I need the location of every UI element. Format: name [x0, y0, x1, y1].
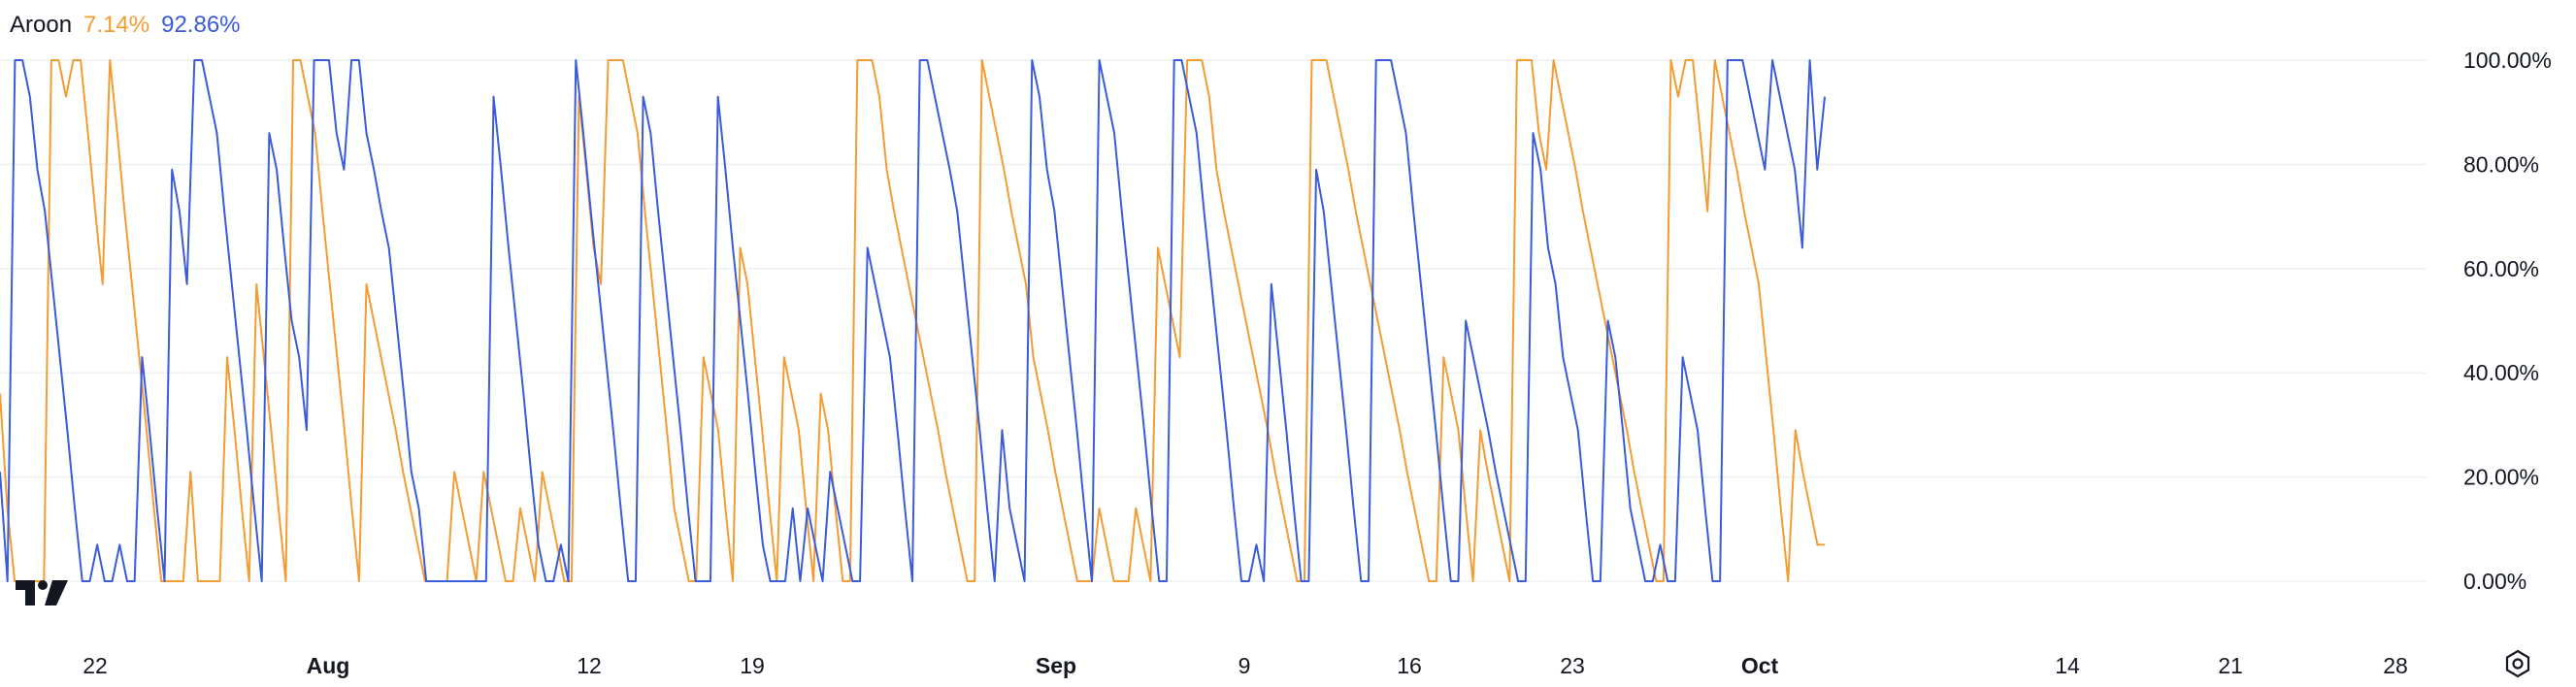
y-tick-label: 100.00%	[2463, 48, 2552, 73]
legend-up-value: 7.14%	[83, 12, 150, 38]
y-axis[interactable]: 100.00% 80.00% 60.00% 40.00% 20.00% 0.00%	[2463, 48, 2552, 594]
x-tick-label: 28	[2383, 653, 2408, 678]
y-tick-label: 20.00%	[2463, 465, 2539, 490]
x-tick-label: 14	[2055, 653, 2080, 678]
legend-down-value: 92.86%	[161, 12, 241, 38]
y-tick-label: 60.00%	[2463, 256, 2539, 281]
tradingview-logo-icon[interactable]	[14, 576, 76, 614]
x-axis[interactable]: 22 Aug 12 19 Sep 9 16 23 Oct 14 21 28	[83, 653, 2408, 678]
x-tick-label: 22	[83, 653, 108, 678]
indicator-legend: Aroon 7.14% 92.86%	[10, 12, 241, 39]
x-tick-label: Sep	[1036, 653, 1076, 678]
x-tick-label: 16	[1397, 653, 1422, 678]
x-tick-label: 19	[740, 653, 765, 678]
aroon-down-line	[0, 59, 1826, 582]
settings-icon[interactable]	[2502, 648, 2533, 684]
series-layer	[0, 59, 1826, 582]
y-tick-label: 80.00%	[2463, 151, 2539, 177]
aroon-up-line	[0, 59, 1825, 582]
x-tick-label: Aug	[307, 653, 350, 678]
x-tick-label: Oct	[1741, 653, 1779, 678]
y-tick-label: 0.00%	[2463, 569, 2526, 594]
x-tick-label: 21	[2218, 653, 2243, 678]
legend-title: Aroon	[10, 12, 73, 38]
y-tick-label: 40.00%	[2463, 360, 2539, 385]
x-tick-label: 23	[1560, 653, 1585, 678]
x-tick-label: 12	[577, 653, 602, 678]
x-tick-label: 9	[1238, 653, 1251, 678]
